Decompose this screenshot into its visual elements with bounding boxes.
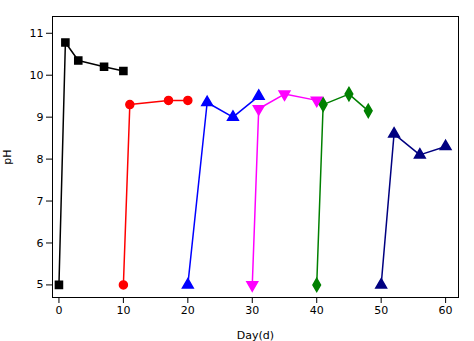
svg-text:5: 5 [37,278,44,291]
svg-text:7: 7 [37,195,44,208]
svg-text:11: 11 [30,27,44,40]
svg-text:40: 40 [310,304,324,317]
svg-text:30: 30 [245,304,259,317]
svg-text:10: 10 [30,69,44,82]
svg-text:8: 8 [37,153,44,166]
svg-text:6: 6 [37,236,44,249]
svg-text:60: 60 [439,304,453,317]
svg-text:9: 9 [37,111,44,124]
svg-text:0: 0 [55,304,62,317]
svg-text:10: 10 [116,304,130,317]
svg-text:Day(d): Day(d) [237,329,274,341]
svg-text:pH: pH [1,149,14,164]
svg-text:50: 50 [374,304,388,317]
svg-text:20: 20 [181,304,195,317]
